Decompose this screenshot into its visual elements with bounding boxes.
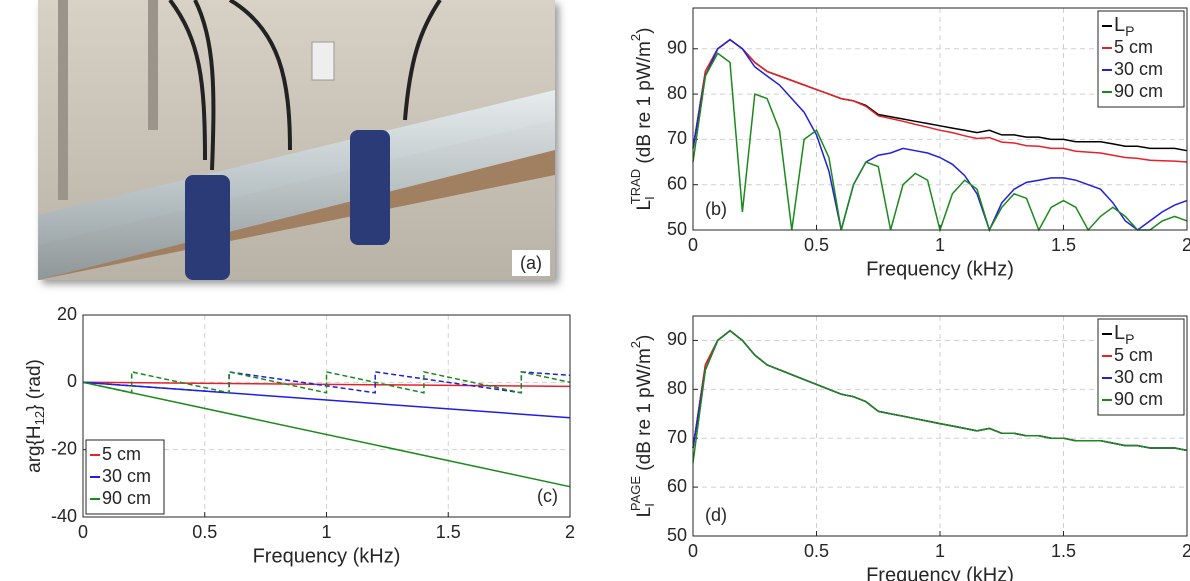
- legend-label: 5 cm: [1114, 37, 1153, 57]
- legend-label: 90 cm: [102, 488, 151, 508]
- x-axis-label: Frequency (kHz): [866, 564, 1014, 581]
- y-tick-label: 80: [667, 83, 687, 103]
- y-axis-label-part: (dB re 1 pW/m: [634, 41, 655, 169]
- x-tick-label: 0.5: [804, 235, 829, 255]
- y-axis-label-part: (dB re 1 pW/m: [634, 348, 655, 476]
- legend-name: 30 cm: [102, 466, 151, 486]
- legend-name: 90 cm: [1114, 81, 1163, 101]
- y-tick-label: 60: [667, 476, 687, 496]
- series-line: [82, 381, 571, 488]
- y-tick-label: 70: [667, 128, 687, 148]
- series-line: [82, 370, 571, 394]
- x-tick-label: 2: [1182, 541, 1190, 561]
- x-tick-label: 1: [935, 235, 945, 255]
- panel-label: (a): [520, 253, 542, 273]
- y-tick-label: 70: [667, 427, 687, 447]
- legend-name-sub: P: [1125, 23, 1134, 39]
- y-tick-label: 20: [57, 304, 77, 324]
- y-axis-label-part: 12: [32, 411, 47, 425]
- x-tick-label: 0: [78, 522, 88, 542]
- legend-label: 30 cm: [1114, 59, 1163, 79]
- series-line: [692, 38, 1188, 233]
- y-axis-label: arg{H12} (rad): [24, 359, 47, 473]
- plot-frame: [82, 314, 571, 518]
- legend-label: 30 cm: [102, 466, 151, 486]
- x-axis-label: Frequency (kHz): [866, 258, 1014, 280]
- y-tick-label: 60: [667, 173, 687, 193]
- legend-name: 5 cm: [1114, 345, 1153, 365]
- legend-label: 5 cm: [102, 444, 141, 464]
- y-axis-label: LIPAGE (dB re 1 pW/m2): [628, 335, 657, 518]
- y-axis-label-part: arg{H: [24, 425, 45, 473]
- y-tick-label: 90: [667, 38, 687, 58]
- x-tick-label: 1: [321, 522, 331, 542]
- legend-name: L: [1114, 14, 1125, 36]
- x-tick-label: 0: [688, 235, 698, 255]
- x-tick-label: 0: [688, 541, 698, 561]
- y-axis-label-part: } (rad): [24, 359, 45, 411]
- y-axis-label-part: I: [642, 503, 657, 507]
- x-tick-label: 1.5: [1051, 541, 1076, 561]
- panel-label: (b): [705, 199, 727, 219]
- y-axis-label-part: 2: [628, 34, 643, 41]
- y-axis-label-part: TRAD: [628, 169, 643, 204]
- x-tick-label: 1: [935, 541, 945, 561]
- legend-label: 90 cm: [1114, 389, 1163, 409]
- legend-name: 90 cm: [1114, 389, 1163, 409]
- photo: [38, 0, 555, 280]
- y-tick-label: -40: [51, 506, 77, 526]
- legend-label: LP: [1114, 14, 1134, 38]
- x-tick-label: 2: [1182, 235, 1190, 255]
- y-tick-label: 80: [667, 378, 687, 398]
- legend-label: LP: [1114, 322, 1134, 346]
- y-axis-label: LITRAD (dB re 1 pW/m2): [628, 28, 657, 211]
- y-tick-label: 50: [667, 219, 687, 239]
- legend-name: 30 cm: [1114, 367, 1163, 387]
- series-line: [82, 371, 571, 394]
- legend-name: 5 cm: [102, 444, 141, 464]
- x-tick-label: 2: [565, 522, 575, 542]
- legend-name: 30 cm: [1114, 59, 1163, 79]
- y-axis-label-part: 2: [628, 341, 643, 348]
- panel-label: (d): [705, 505, 727, 525]
- x-tick-label: 1.5: [436, 522, 461, 542]
- y-axis-label-part: ): [634, 28, 655, 34]
- y-axis-label-part: PAGE: [628, 476, 643, 511]
- y-tick-label: 90: [667, 329, 687, 349]
- legend-label: 5 cm: [1114, 345, 1153, 365]
- y-axis-label-part: L: [634, 507, 655, 518]
- panel-label: (c): [537, 486, 558, 506]
- legend-box: [1097, 10, 1185, 108]
- series-line: [692, 329, 1188, 463]
- legend-name: 90 cm: [102, 488, 151, 508]
- legend-name: 5 cm: [1114, 37, 1153, 57]
- y-tick-label: 0: [67, 371, 77, 391]
- legend-name-sub: P: [1125, 331, 1134, 347]
- plot-frame: [692, 315, 1188, 537]
- legend-label: 30 cm: [1114, 367, 1163, 387]
- legend-label: 90 cm: [1114, 81, 1163, 101]
- x-tick-label: 0.5: [804, 541, 829, 561]
- legend-name: L: [1114, 322, 1125, 344]
- x-tick-label: 1.5: [1051, 235, 1076, 255]
- x-axis-label: Frequency (kHz): [253, 545, 401, 567]
- y-axis-label-part: ): [634, 335, 655, 341]
- series-line: [692, 38, 1188, 163]
- y-tick-label: -20: [51, 438, 77, 458]
- y-axis-label-part: I: [642, 196, 657, 200]
- legend-box: [1097, 318, 1185, 416]
- y-axis-label-part: L: [634, 200, 655, 211]
- plot-frame: [692, 7, 1188, 231]
- x-tick-label: 0.5: [192, 522, 217, 542]
- y-tick-label: 50: [667, 525, 687, 545]
